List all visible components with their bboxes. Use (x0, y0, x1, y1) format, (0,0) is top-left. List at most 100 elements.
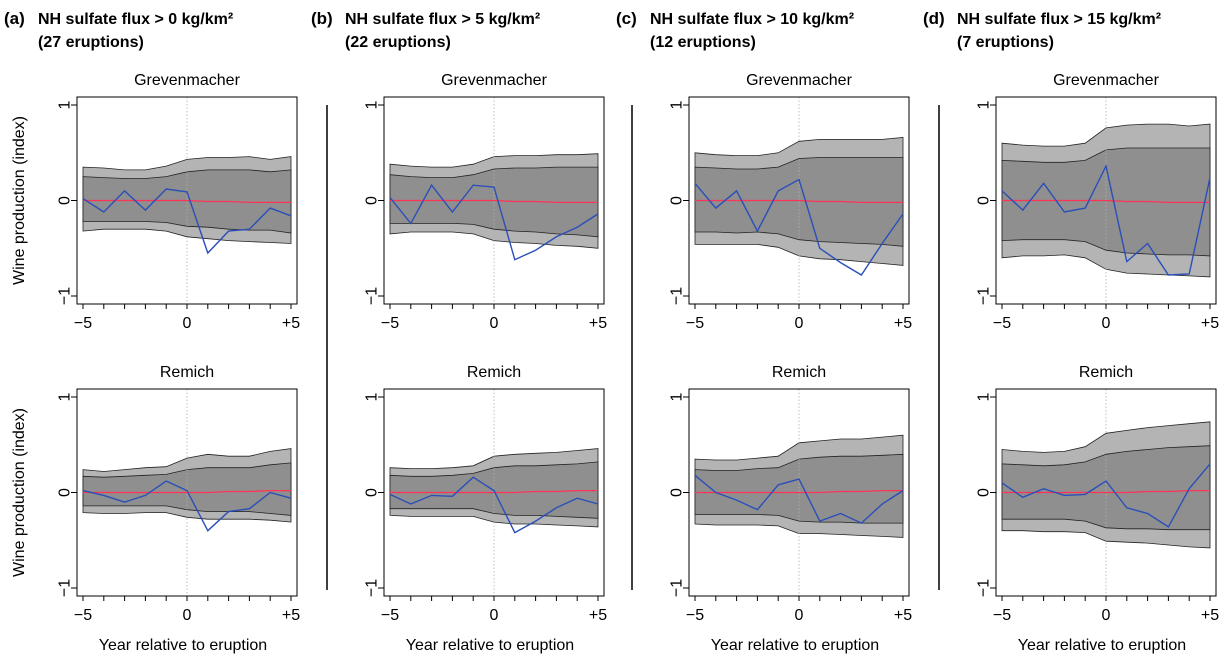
y-axis-label: Wine production (index) (11, 408, 28, 577)
x-axis-label: Year relative to eruption (1018, 637, 1186, 654)
mean-line (83, 489, 291, 494)
panel-title: NH sulfate flux > 10 kg/km² (650, 11, 854, 28)
panel-title: NH sulfate flux > 15 kg/km² (957, 11, 1161, 28)
x-tick-label: −5 (74, 607, 92, 624)
x-tick-label: 0 (183, 607, 192, 624)
inner-confidence-band (694, 453, 904, 524)
x-tick-label: +5 (282, 607, 300, 624)
x-tick-label: +5 (282, 315, 300, 332)
subplot-title: Grevenmacher (441, 72, 547, 89)
y-tick-label: 1 (669, 100, 686, 109)
mean-line (695, 489, 903, 494)
y-tick-label: 0 (669, 488, 686, 497)
y-tick-label: −1 (364, 579, 381, 597)
x-tick-label: +5 (894, 315, 912, 332)
x-tick-label: 0 (1102, 607, 1111, 624)
mean-line (1002, 489, 1210, 494)
x-axis-label: Year relative to eruption (406, 637, 574, 654)
y-tick-label: 0 (976, 488, 993, 497)
panel-tag: (b) (311, 9, 333, 28)
inner-confidence-band (1001, 147, 1211, 257)
x-axis-label: Year relative to eruption (99, 637, 267, 654)
x-tick-label: +5 (589, 607, 607, 624)
observed-line (694, 178, 904, 276)
y-tick-label: 0 (57, 196, 74, 205)
panel-tag: (a) (4, 9, 25, 28)
y-tick-label: 0 (976, 196, 993, 205)
x-tick-label: 0 (490, 607, 499, 624)
mean-line (1002, 199, 1210, 204)
x-tick-label: +5 (589, 315, 607, 332)
x-tick-label: −5 (381, 315, 399, 332)
x-tick-label: −5 (686, 607, 704, 624)
inner-confidence-band (82, 169, 292, 234)
observed-line (389, 183, 599, 261)
subplot-grevenmacher: Grevenmacher 1 0 −1−5 0 +5 (669, 72, 913, 332)
panel-tag: (c) (616, 9, 637, 28)
observed-line (389, 476, 599, 534)
y-tick-label: 1 (976, 100, 993, 109)
y-tick-label: −1 (976, 287, 993, 305)
y-tick-label: 0 (57, 488, 74, 497)
subplot-title: Grevenmacher (1053, 72, 1159, 89)
x-tick-label: 0 (490, 315, 499, 332)
y-tick-label: 1 (364, 100, 381, 109)
subplot-remich: Remich 1 0 −1−5 0 +5 Year relative to eruption (364, 364, 608, 654)
subplot-remich: Remich 1 0 −1−5 0 +5 Year relative to eruption (976, 364, 1220, 654)
x-tick-label: 0 (183, 315, 192, 332)
subplot-grevenmacher: Grevenmacher 1 0 −1−5 0 +5 (976, 72, 1220, 332)
y-tick-label: −1 (57, 579, 74, 597)
subplot-remich: Remich 1 0 −1−5 0 +5 Wine production (index) Ye… (11, 364, 300, 654)
x-axis-label: Year relative to eruption (711, 637, 879, 654)
x-tick-label: −5 (686, 315, 704, 332)
inner-confidence-band (82, 462, 292, 516)
observed-line (82, 188, 292, 255)
subplot-title: Remich (772, 364, 826, 381)
subplot-title: Remich (160, 364, 214, 381)
subplot-grevenmacher: Grevenmacher 1 0 −1−5 0 +5 Wine production (in… (11, 72, 300, 332)
y-tick-label: −1 (669, 287, 686, 305)
y-axis-label: Wine production (index) (11, 116, 28, 285)
y-tick-label: 1 (364, 392, 381, 401)
mean-line (390, 199, 598, 204)
inner-confidence-band (389, 166, 599, 238)
y-tick-label: 1 (669, 392, 686, 401)
panel-subtitle: (7 eruptions) (957, 34, 1054, 51)
panel-title: NH sulfate flux > 0 kg/km² (38, 11, 233, 28)
panel-title: NH sulfate flux > 5 kg/km² (345, 11, 540, 28)
panel-tag: (d) (923, 9, 945, 28)
observed-line (694, 474, 904, 524)
observed-line (1001, 463, 1211, 528)
y-tick-label: 0 (364, 488, 381, 497)
y-tick-label: −1 (669, 579, 686, 597)
y-tick-label: 1 (976, 392, 993, 401)
x-tick-label: −5 (993, 607, 1011, 624)
x-tick-label: −5 (381, 607, 399, 624)
subplot-title: Remich (1079, 364, 1133, 381)
x-tick-label: +5 (1201, 315, 1219, 332)
subplot-title: Grevenmacher (746, 72, 852, 89)
subplot-grevenmacher: Grevenmacher 1 0 −1−5 0 +5 (364, 72, 608, 332)
mean-line (695, 199, 903, 204)
x-tick-label: 0 (795, 315, 804, 332)
subplot-title: Grevenmacher (134, 72, 240, 89)
y-tick-label: −1 (976, 579, 993, 597)
subplot-title: Remich (467, 364, 521, 381)
inner-confidence-band (694, 157, 904, 247)
x-tick-label: +5 (1201, 607, 1219, 624)
x-tick-label: −5 (993, 315, 1011, 332)
panel-subtitle: (27 eruptions) (38, 34, 144, 51)
x-tick-label: +5 (894, 607, 912, 624)
x-tick-label: 0 (1102, 315, 1111, 332)
mean-line (83, 199, 291, 204)
y-tick-label: 0 (669, 196, 686, 205)
mean-line (390, 489, 598, 494)
observed-line (1001, 163, 1211, 276)
y-tick-label: 1 (57, 100, 74, 109)
y-tick-label: −1 (57, 287, 74, 305)
